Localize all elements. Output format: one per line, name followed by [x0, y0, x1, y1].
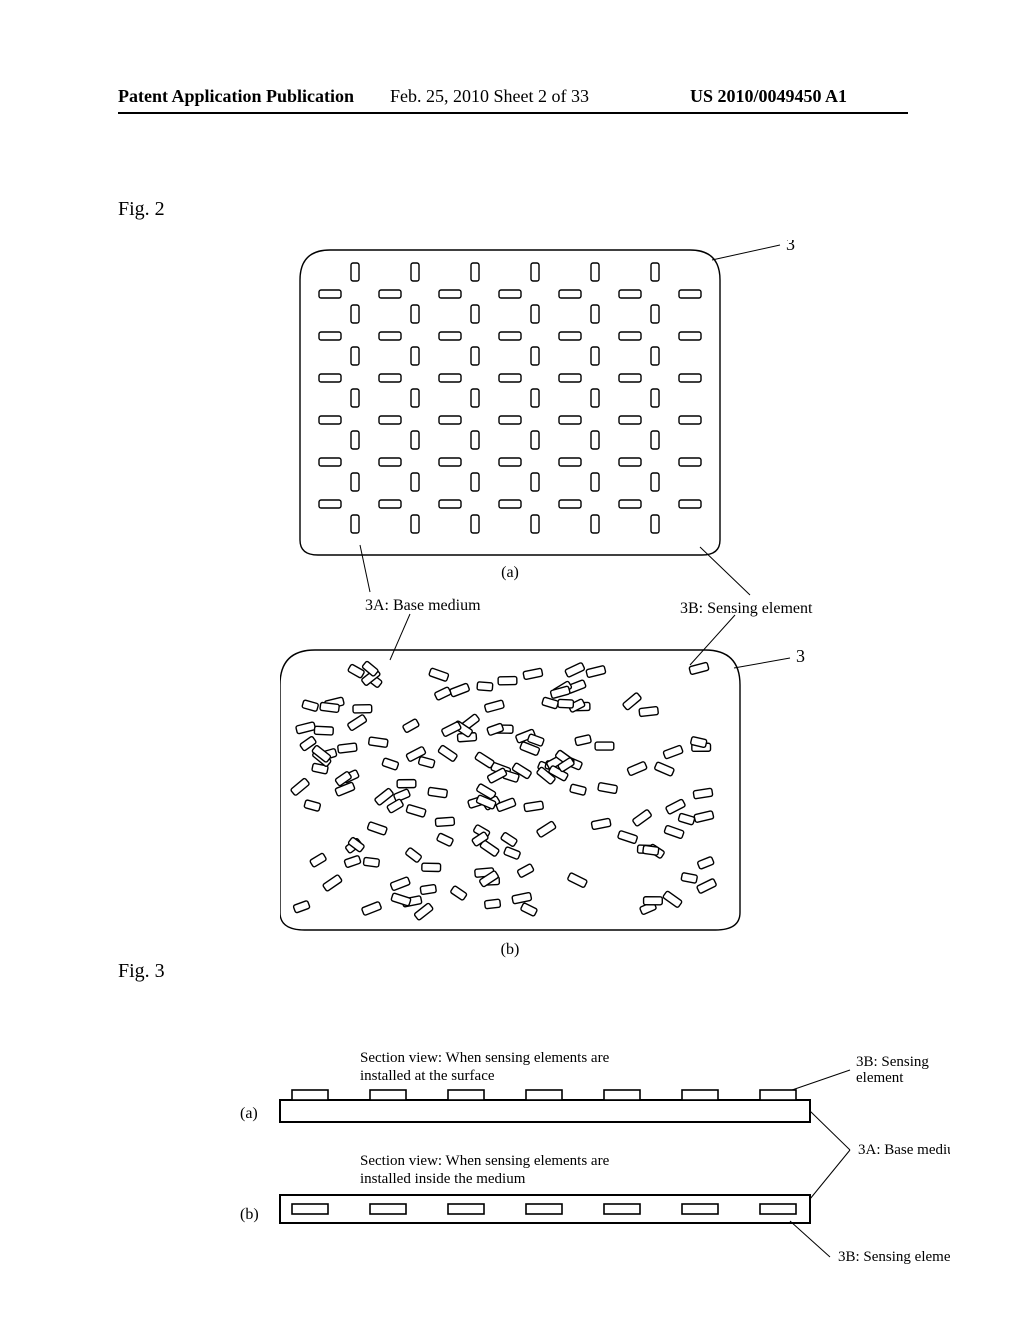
fig2-svg: 3 (a) 3A: Base medium 3B: Sensing element 3 (…	[280, 240, 900, 980]
svg-text:3B: Sensing element: 3B: Sensing element	[680, 600, 813, 617]
svg-text:(a): (a)	[240, 1105, 258, 1122]
header-rule	[118, 112, 908, 114]
svg-text:installed at the surface: installed at the surface	[360, 1068, 495, 1084]
svg-text:installed inside the medium: installed inside the medium	[360, 1171, 526, 1187]
svg-text:Section view: When sensing ele: Section view: When sensing elements are	[360, 1050, 610, 1066]
svg-text:3A: Base medium: 3A: Base medium	[365, 597, 481, 614]
svg-text:(b): (b)	[240, 1206, 259, 1223]
svg-text:(a): (a)	[501, 564, 519, 581]
svg-text:(b): (b)	[501, 941, 520, 958]
header-mid: Feb. 25, 2010 Sheet 2 of 33	[390, 86, 589, 107]
svg-text:3B: Sensing: 3B: Sensing	[856, 1054, 929, 1070]
figure-3: Section view: When sensing elements are i…	[230, 1030, 950, 1275]
svg-text:element: element	[856, 1070, 904, 1086]
fig2-label: Fig. 2	[118, 198, 165, 221]
figure-2: 3 (a) 3A: Base medium 3B: Sensing element 3 (…	[280, 240, 900, 985]
header-left: Patent Application Publication	[118, 86, 354, 107]
fig3-svg: Section view: When sensing elements are i…	[230, 1030, 950, 1270]
svg-text:3: 3	[796, 646, 805, 666]
svg-text:3B: Sensing element: 3B: Sensing element	[838, 1249, 950, 1265]
svg-text:Section view: When sensing ele: Section view: When sensing elements are	[360, 1153, 610, 1169]
header-right: US 2010/0049450 A1	[690, 86, 847, 107]
fig3-label: Fig. 3	[118, 960, 165, 983]
svg-text:3A: Base medium: 3A: Base medium	[858, 1142, 950, 1158]
svg-text:3: 3	[786, 240, 795, 254]
page: Patent Application Publication Feb. 25, …	[0, 0, 1024, 1320]
